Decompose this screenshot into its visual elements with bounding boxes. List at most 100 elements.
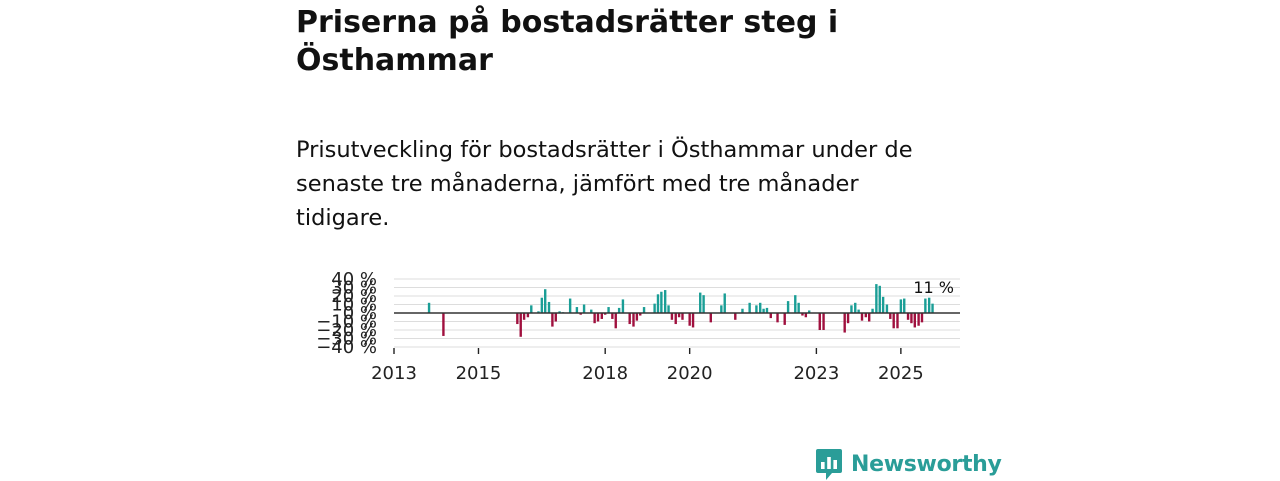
bar bbox=[530, 305, 533, 313]
bar bbox=[797, 302, 800, 313]
bar bbox=[568, 298, 572, 313]
bar bbox=[709, 313, 712, 323]
bar bbox=[614, 313, 617, 329]
bar bbox=[808, 310, 811, 313]
bar bbox=[579, 313, 582, 315]
bar bbox=[600, 313, 604, 319]
bar bbox=[611, 313, 614, 319]
x-tick-label: 2013 bbox=[371, 363, 417, 384]
bar bbox=[850, 305, 853, 313]
bar bbox=[663, 290, 667, 313]
bar bbox=[927, 297, 931, 313]
bar bbox=[442, 313, 445, 336]
bar bbox=[516, 313, 519, 325]
bar bbox=[917, 313, 920, 326]
bar bbox=[843, 313, 846, 333]
bar bbox=[903, 298, 906, 313]
bar bbox=[765, 307, 769, 313]
brand[interactable]: Newsworthy bbox=[815, 447, 1002, 481]
newsworthy-logo-icon bbox=[816, 449, 842, 480]
bar bbox=[660, 291, 663, 313]
bar bbox=[931, 303, 934, 313]
x-tick-label: 2020 bbox=[667, 363, 713, 384]
bar bbox=[913, 313, 916, 328]
bar bbox=[741, 308, 744, 313]
y-tick-label: 30 % bbox=[331, 278, 377, 299]
bar bbox=[540, 297, 544, 313]
bar bbox=[720, 305, 723, 313]
bar bbox=[547, 301, 551, 313]
bar bbox=[899, 299, 903, 313]
bar bbox=[875, 284, 878, 313]
bar bbox=[769, 313, 772, 319]
bar bbox=[670, 313, 674, 320]
bar bbox=[867, 313, 871, 322]
bar bbox=[607, 307, 610, 313]
bar bbox=[734, 313, 737, 320]
bar bbox=[759, 302, 762, 313]
bar bbox=[674, 313, 677, 325]
bar bbox=[889, 313, 892, 319]
x-tick-label: 2025 bbox=[878, 363, 924, 384]
y-tick-label: −30 % bbox=[316, 329, 377, 350]
bar bbox=[427, 302, 431, 313]
bar bbox=[551, 313, 554, 327]
bar bbox=[910, 313, 913, 324]
bar bbox=[558, 311, 561, 313]
bar bbox=[755, 305, 758, 313]
bar bbox=[748, 302, 751, 313]
x-tick-label: 2023 bbox=[793, 363, 839, 384]
x-tick-label: 2015 bbox=[456, 363, 502, 384]
last-value-label: 11 % bbox=[913, 278, 954, 297]
bar bbox=[857, 309, 860, 313]
bar bbox=[642, 307, 646, 313]
bar bbox=[596, 313, 600, 322]
bar bbox=[667, 305, 670, 313]
bar-chart: 40 %30 %20 %10 %0 %−10 %−20 %−30 %−40 % 2… bbox=[316, 269, 960, 384]
bar bbox=[522, 313, 526, 320]
y-tick-label: 20 % bbox=[331, 286, 377, 307]
bar bbox=[526, 313, 530, 318]
bar bbox=[871, 308, 874, 313]
bar bbox=[656, 294, 660, 313]
bar bbox=[860, 313, 864, 321]
bar bbox=[699, 292, 702, 313]
bar bbox=[544, 289, 547, 313]
bar bbox=[864, 313, 868, 318]
bar bbox=[818, 313, 821, 330]
bar bbox=[702, 295, 705, 313]
bar bbox=[762, 308, 765, 313]
bar bbox=[575, 307, 579, 313]
bar bbox=[794, 295, 797, 313]
bar bbox=[519, 313, 522, 337]
bar bbox=[723, 293, 726, 313]
y-tick-label: 10 % bbox=[331, 295, 377, 316]
bar bbox=[783, 313, 786, 325]
chart-title: Priserna på bostadsrätter steg i Östhamm… bbox=[296, 5, 839, 78]
y-tick-label: 40 % bbox=[331, 269, 377, 290]
bar bbox=[590, 309, 593, 313]
bar bbox=[653, 303, 656, 313]
y-tick-label: 0 % bbox=[343, 303, 377, 324]
bar bbox=[881, 296, 885, 313]
bar bbox=[801, 313, 804, 316]
bar bbox=[621, 299, 625, 313]
y-tick-label: −20 % bbox=[316, 320, 377, 341]
bar bbox=[920, 313, 924, 323]
brand-name: Newsworthy bbox=[851, 451, 1002, 477]
bar bbox=[822, 313, 825, 330]
bar bbox=[924, 298, 927, 313]
bar bbox=[554, 313, 557, 322]
bar bbox=[786, 301, 790, 313]
bar bbox=[885, 304, 889, 313]
bar bbox=[617, 307, 621, 313]
bar bbox=[892, 313, 895, 329]
bar bbox=[582, 304, 586, 313]
bar bbox=[846, 313, 850, 324]
x-tick-label: 2018 bbox=[582, 363, 628, 384]
bar bbox=[603, 313, 607, 315]
bar bbox=[593, 313, 596, 324]
bar bbox=[776, 313, 779, 323]
bar bbox=[691, 313, 695, 328]
bar bbox=[677, 313, 681, 318]
